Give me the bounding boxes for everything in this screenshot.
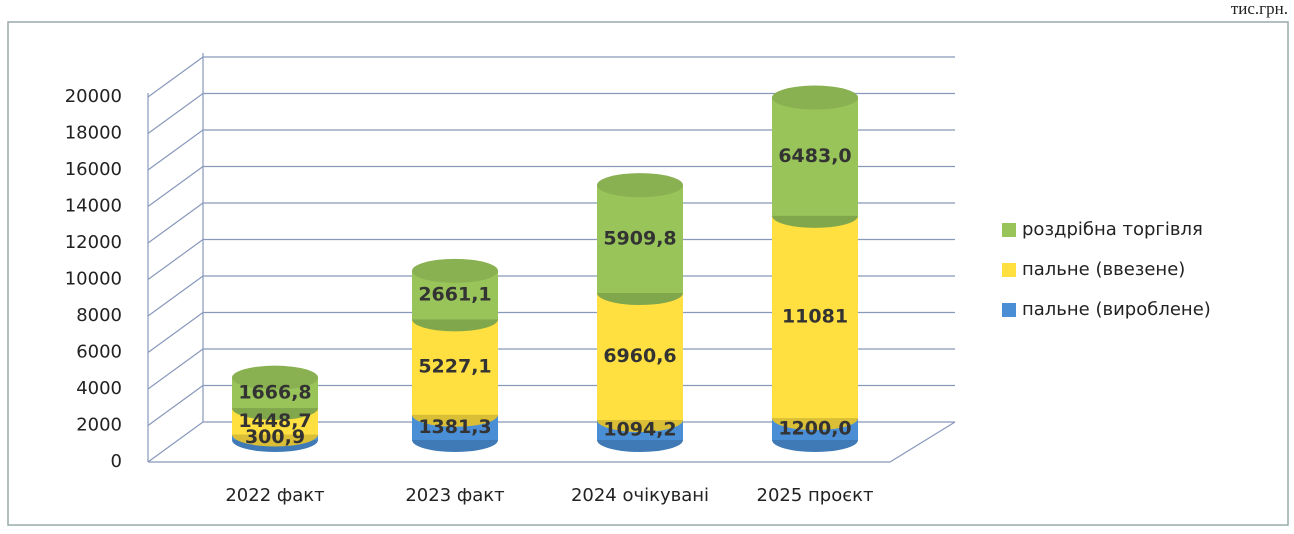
cylinder-top bbox=[597, 173, 683, 198]
legend-label: роздрібна торгівля bbox=[1022, 219, 1203, 240]
y-tick-label: 14000 bbox=[65, 196, 122, 217]
cylinder-top bbox=[232, 365, 318, 390]
bar-segment bbox=[772, 85, 858, 228]
legend-label: пальне (ввезене) bbox=[1022, 259, 1185, 280]
grid-line bbox=[147, 92, 955, 134]
y-tick-label: 12000 bbox=[65, 232, 122, 253]
y-tick-label: 20000 bbox=[65, 86, 122, 107]
cylinder-top bbox=[412, 258, 498, 283]
bar-segment bbox=[597, 292, 683, 433]
cylinder-body bbox=[597, 185, 683, 293]
bar-segment bbox=[232, 365, 318, 421]
x-tick-label: 2023 факт bbox=[405, 485, 504, 506]
grid-line bbox=[147, 275, 955, 317]
bar-segment bbox=[772, 215, 858, 431]
y-tick-label: 4000 bbox=[76, 378, 122, 399]
value-label: 5227,1 bbox=[418, 356, 491, 378]
cylinder-body bbox=[412, 319, 498, 415]
grid-line bbox=[147, 202, 955, 244]
value-label: 1666,8 bbox=[238, 381, 311, 403]
bar-segment bbox=[412, 258, 498, 332]
y-tick-label: 18000 bbox=[65, 123, 122, 144]
legend-swatch bbox=[1002, 303, 1016, 317]
value-label: 6960,6 bbox=[603, 345, 676, 367]
bar-segment bbox=[412, 414, 498, 452]
y-tick-label: 0 bbox=[111, 451, 122, 472]
grid-line bbox=[147, 129, 955, 171]
cylinder-body bbox=[772, 215, 858, 419]
cylinder-top bbox=[772, 85, 858, 110]
x-tick-label: 2022 факт bbox=[225, 485, 324, 506]
grid-line bbox=[147, 384, 955, 426]
value-label: 1448,7 bbox=[238, 410, 311, 432]
value-label: 300,9 bbox=[245, 426, 305, 448]
y-tick-label: 10000 bbox=[65, 269, 122, 290]
y-tick-label: 8000 bbox=[76, 305, 122, 326]
cylinder-body bbox=[772, 97, 858, 216]
bar-segment bbox=[597, 173, 683, 305]
grid-line bbox=[147, 56, 955, 98]
grid-line bbox=[147, 348, 955, 390]
grid-line bbox=[147, 238, 955, 280]
grid-line bbox=[147, 311, 955, 353]
x-tick-label: 2024 очікувані bbox=[571, 485, 709, 506]
grid-line bbox=[147, 165, 955, 207]
value-label: 5909,8 bbox=[603, 228, 676, 250]
legend-swatch bbox=[1002, 223, 1016, 237]
grid-line bbox=[147, 421, 955, 463]
y-tick-label: 16000 bbox=[65, 159, 122, 180]
chart-border bbox=[7, 21, 1289, 526]
unit-label: тис.грн. bbox=[1231, 0, 1288, 18]
legend-label: пальне (вироблене) bbox=[1022, 299, 1211, 320]
value-label: 6483,0 bbox=[778, 145, 851, 167]
floor-edge bbox=[148, 421, 956, 463]
value-label: 2661,1 bbox=[418, 284, 491, 306]
value-label: 1381,3 bbox=[418, 416, 491, 438]
legend-swatch bbox=[1002, 263, 1016, 277]
y-tick-label: 6000 bbox=[76, 342, 122, 363]
value-label: 11081 bbox=[782, 305, 848, 327]
cylinder-body bbox=[597, 292, 683, 421]
y-tick-label: 2000 bbox=[76, 415, 122, 436]
x-tick-label: 2025 проєкт bbox=[757, 485, 874, 506]
bar-segment bbox=[412, 319, 498, 427]
value-label: 1094,2 bbox=[603, 419, 676, 441]
value-label: 1200,0 bbox=[778, 418, 851, 440]
